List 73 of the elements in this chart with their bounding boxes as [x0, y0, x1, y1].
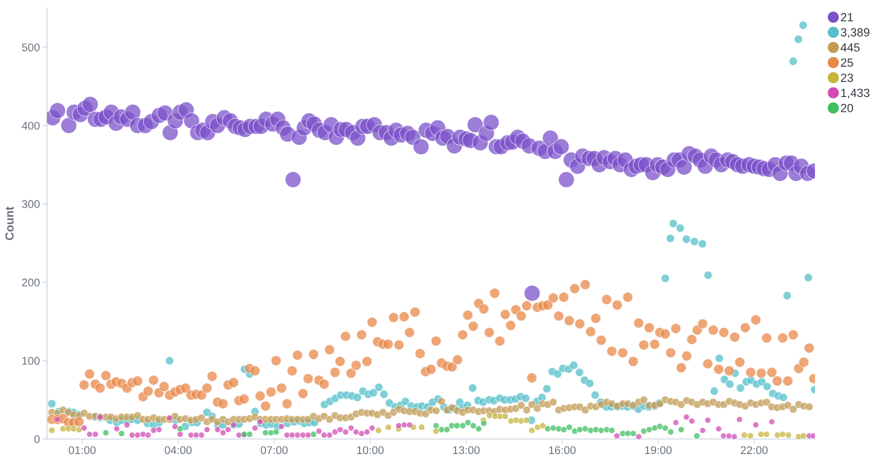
point [444, 426, 450, 433]
legend-label: 23 [840, 74, 853, 82]
x-tick-label: 10:00 [357, 446, 384, 454]
point [438, 426, 445, 433]
point [592, 426, 600, 433]
point [310, 430, 317, 438]
point [598, 427, 605, 434]
point [539, 422, 546, 430]
point [528, 427, 536, 434]
point [630, 430, 637, 437]
point [102, 429, 110, 436]
point [662, 424, 669, 432]
y-tick-label: 200 [22, 278, 40, 286]
x-tick-label: 04:00 [164, 446, 192, 454]
x-tick-label: 16:00 [549, 446, 576, 454]
point [375, 427, 382, 434]
y-tick-label: 300 [22, 200, 40, 208]
point [667, 428, 674, 436]
point [763, 430, 770, 438]
point [418, 424, 426, 431]
point [464, 419, 472, 426]
point [48, 427, 56, 434]
point [550, 424, 557, 432]
point [582, 425, 589, 432]
y-tick-label: 400 [22, 122, 40, 130]
legend-label: 1,433 [841, 88, 870, 98]
point [486, 412, 493, 419]
point [454, 422, 460, 429]
point [544, 425, 552, 432]
legend-label: 25 [840, 58, 854, 67]
point [272, 428, 280, 436]
point [459, 422, 466, 429]
point [176, 425, 184, 432]
y-tick-label: 0 [34, 435, 40, 444]
x-tick-label: 19:00 [645, 446, 672, 454]
point [678, 426, 685, 433]
point [566, 424, 573, 431]
y-axis-title: Count [5, 206, 14, 240]
x-tick-label: 22:00 [740, 446, 768, 454]
point [694, 432, 700, 439]
point [747, 432, 754, 439]
point [480, 420, 488, 427]
point [800, 432, 807, 439]
point [246, 430, 253, 438]
point [608, 427, 616, 434]
point [385, 424, 392, 431]
point [560, 426, 568, 433]
y-tick-label: 100 [22, 356, 40, 365]
point [646, 426, 653, 433]
x-tick-label: 07:00 [260, 446, 288, 454]
point [656, 423, 664, 430]
x-tick-label: 13:00 [453, 446, 480, 454]
point [523, 416, 530, 424]
point [118, 430, 125, 437]
legend-label: 20 [840, 104, 854, 112]
x-tick-label: 01:00 [68, 446, 96, 454]
point [432, 422, 440, 429]
legend-label: 3,389 [840, 28, 870, 38]
point [262, 429, 269, 436]
y-tick-label: 500 [22, 43, 40, 52]
point [475, 425, 482, 432]
point [576, 426, 584, 433]
point [740, 432, 748, 438]
point [502, 412, 509, 420]
point [70, 425, 77, 432]
legend-label: 445 [840, 43, 860, 52]
point [571, 428, 578, 434]
point [640, 428, 648, 434]
point [785, 432, 792, 438]
legend-label: 21 [840, 13, 853, 22]
point [470, 422, 477, 429]
point [60, 425, 66, 432]
point [779, 430, 786, 438]
